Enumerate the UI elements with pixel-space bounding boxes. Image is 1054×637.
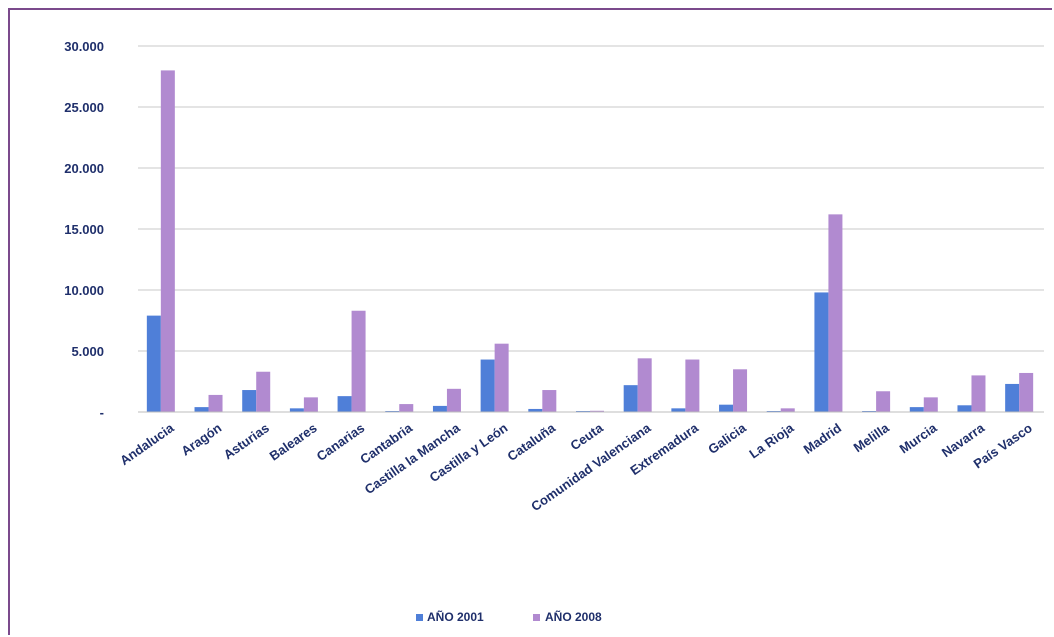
chart-frame — [8, 8, 1052, 635]
bar-ano-2008 — [923, 397, 938, 412]
bar-ano-2008 — [303, 397, 318, 412]
axes: - 5.000 10.000 15.000 20.000 25.000 30.000 Anda… — [64, 39, 1044, 514]
bar-ano-2008 — [876, 391, 891, 412]
y-tick-label: 10.000 — [64, 283, 104, 298]
bar-ano-2008 — [256, 371, 271, 412]
bar-ano-2001 — [528, 408, 543, 412]
x-tick-label: Andalucia — [117, 420, 177, 468]
bar-ano-2008 — [685, 359, 700, 412]
bar-ano-2008 — [399, 404, 414, 412]
bar-ano-2008 — [1019, 372, 1034, 412]
gridlines — [138, 45, 1044, 352]
bar-ano-2008 — [590, 410, 604, 412]
bar-ano-2008 — [494, 343, 509, 412]
legend-label-ano-2001: AÑO 2001 — [427, 609, 484, 624]
x-tick-label: Murcia — [897, 420, 941, 457]
bar-ano-2001 — [432, 405, 447, 412]
bar-ano-2008 — [160, 70, 175, 413]
bar-ano-2001 — [194, 407, 209, 412]
y-tick-label: 25.000 — [64, 100, 104, 115]
x-tick-label: Cataluña — [504, 420, 558, 464]
x-tick-label: Baleares — [267, 420, 320, 463]
bar-ano-2008 — [637, 358, 652, 412]
x-tick-label: Asturias — [221, 420, 272, 462]
bar-ano-2001 — [242, 390, 257, 412]
bar-ano-2008 — [351, 310, 366, 412]
bar-ano-2001 — [146, 315, 161, 412]
legend-label-ano-2008: AÑO 2008 — [545, 609, 602, 624]
bar-ano-2001 — [909, 407, 924, 412]
y-tick-label: 20.000 — [64, 161, 104, 176]
x-tick-label: Galicia — [705, 420, 749, 457]
bar-ano-2008 — [733, 369, 748, 412]
legend-swatch-ano-2008 — [533, 614, 540, 621]
y-tick-label: 30.000 — [64, 39, 104, 54]
y-tick-label: 5.000 — [71, 344, 104, 359]
x-tick-label: Madrid — [801, 420, 845, 457]
x-tick-label: Melilla — [851, 420, 893, 456]
bar-ano-2001 — [1005, 383, 1020, 412]
bar-ano-2008 — [542, 390, 557, 412]
legend-swatch-ano-2001 — [416, 614, 423, 621]
bar-ano-2008 — [971, 375, 986, 412]
bar-ano-2001 — [623, 385, 638, 412]
bars — [146, 70, 1034, 413]
bar-ano-2008 — [780, 408, 795, 412]
bar-ano-2001 — [289, 408, 304, 412]
bar-ano-2001 — [337, 396, 352, 412]
y-tick-label: 15.000 — [64, 222, 104, 237]
bar-ano-2001 — [957, 405, 972, 412]
x-tick-label: La Rioja — [746, 420, 797, 462]
bar-ano-2008 — [828, 214, 843, 412]
x-tick-label: Aragón — [178, 420, 224, 458]
legend: AÑO 2001 AÑO 2008 — [416, 609, 602, 624]
bar-ano-2008 — [208, 394, 223, 412]
bar-ano-2001 — [480, 359, 495, 412]
bar-ano-2001 — [671, 408, 686, 412]
bar-ano-2001 — [719, 404, 734, 412]
bar-ano-2008 — [446, 388, 461, 412]
bar-ano-2001 — [814, 292, 829, 412]
x-tick-label: Ceuta — [568, 420, 607, 453]
y-tick-label: - — [100, 405, 104, 420]
